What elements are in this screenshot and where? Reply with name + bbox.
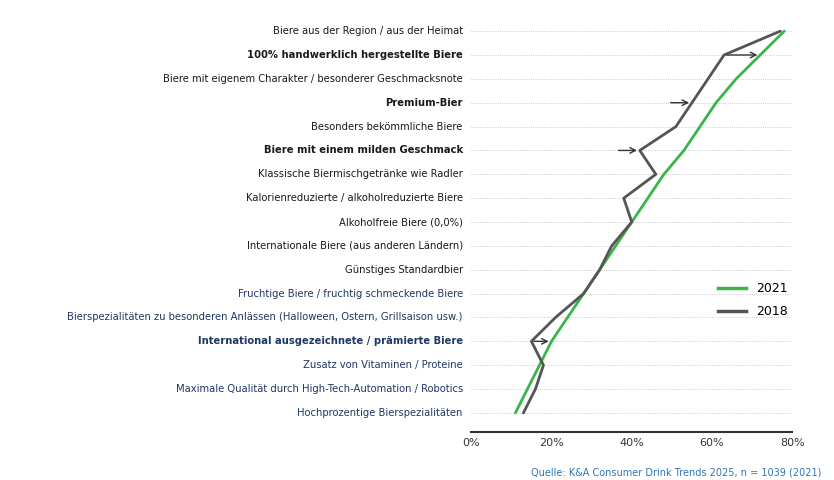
Text: Quelle: K&A Consumer Drink Trends 2025, n = 1039 (2021): Quelle: K&A Consumer Drink Trends 2025, …	[531, 468, 821, 478]
Text: Besonders bekömmliche Biere: Besonders bekömmliche Biere	[311, 121, 463, 132]
Text: Premium-Bier: Premium-Bier	[385, 98, 463, 108]
Text: Biere mit eigenem Charakter / besonderer Geschmacksnote: Biere mit eigenem Charakter / besonderer…	[163, 74, 463, 84]
Text: Biere mit einem milden Geschmack: Biere mit einem milden Geschmack	[264, 145, 463, 156]
Text: Bierspezialitäten zu besonderen Anlässen (Halloween, Ostern, Grillsaison usw.): Bierspezialitäten zu besonderen Anlässen…	[68, 312, 463, 323]
Text: Biere aus der Region / aus der Heimat: Biere aus der Region / aus der Heimat	[273, 26, 463, 36]
Text: International ausgezeichnete / prämierte Biere: International ausgezeichnete / prämierte…	[198, 336, 463, 347]
Text: Zusatz von Vitaminen / Proteine: Zusatz von Vitaminen / Proteine	[303, 360, 463, 370]
Text: Alkoholfreie Biere (0,0%): Alkoholfreie Biere (0,0%)	[339, 217, 463, 227]
Text: Maximale Qualität durch High-Tech-Automation / Robotics: Maximale Qualität durch High-Tech-Automa…	[176, 384, 463, 394]
Text: Hochprozentige Bierspezialitäten: Hochprozentige Bierspezialitäten	[298, 408, 463, 418]
Text: Kalorienreduzierte / alkoholreduzierte Biere: Kalorienreduzierte / alkoholreduzierte B…	[246, 193, 463, 203]
Text: Internationale Biere (aus anderen Ländern): Internationale Biere (aus anderen Länder…	[247, 241, 463, 251]
Text: 100% handwerklich hergestellte Biere: 100% handwerklich hergestellte Biere	[247, 50, 463, 60]
Legend: 2021, 2018: 2021, 2018	[713, 277, 792, 323]
Text: Fruchtige Biere / fruchtig schmeckende Biere: Fruchtige Biere / fruchtig schmeckende B…	[238, 288, 463, 299]
Text: Günstiges Standardbier: Günstiges Standardbier	[344, 265, 463, 275]
Text: Klassische Biermischgetränke wie Radler: Klassische Biermischgetränke wie Radler	[258, 169, 463, 180]
